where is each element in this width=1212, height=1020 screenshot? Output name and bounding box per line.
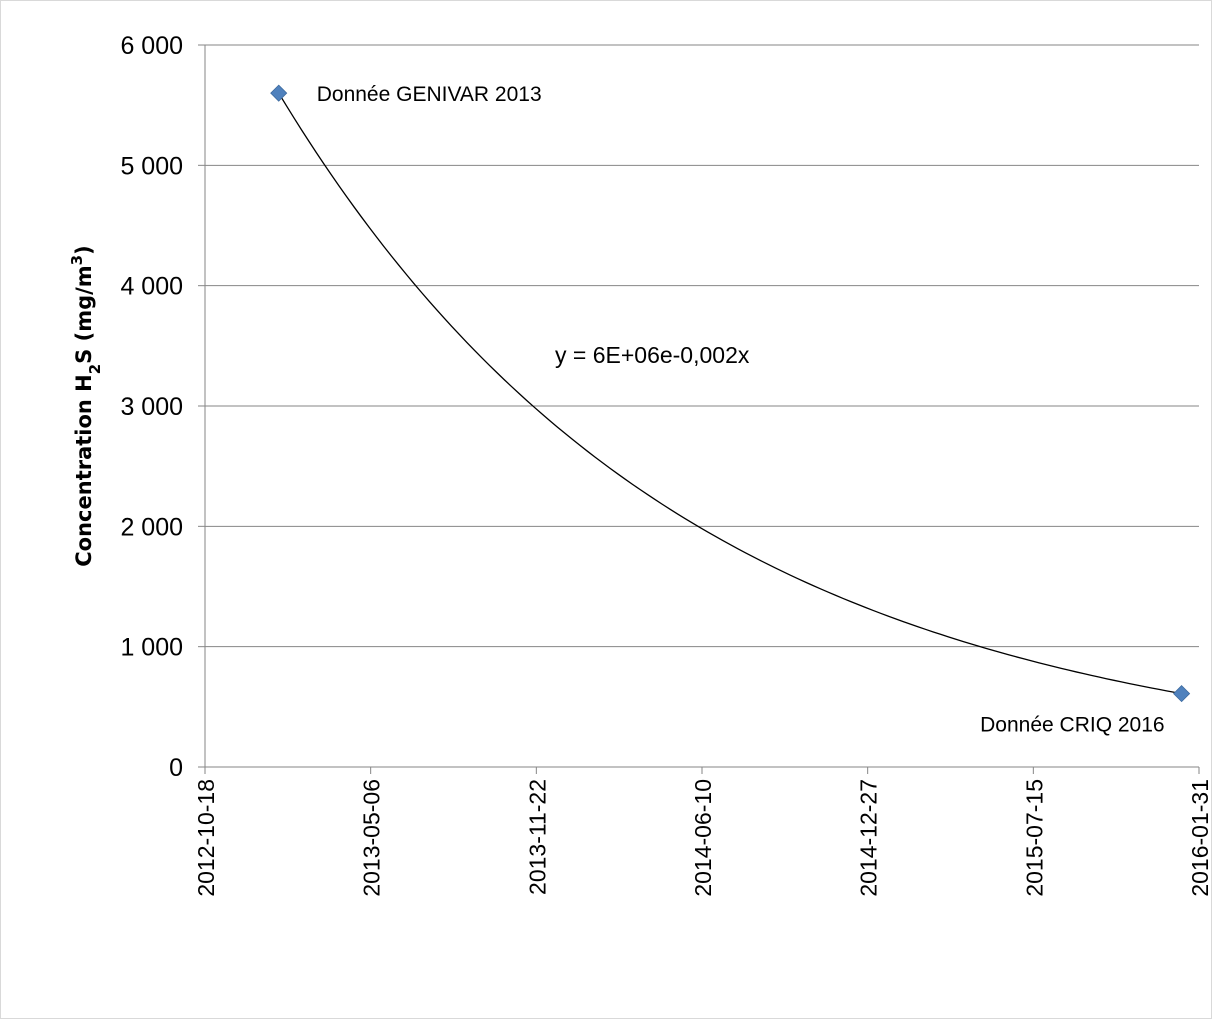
point-annotations: Donnée GENIVAR 2013 Donnée CRIQ 2016 [317,83,1165,736]
y-axis-label: Concentration H2S (mg/m3) [68,245,104,566]
y-axis-label-prefix: Concentration H [72,374,96,567]
x-tick-label: 2016-01-31 [1187,779,1212,897]
data-point-marker [1173,685,1191,703]
gridlines [205,44,1199,648]
x-tick-label: 2013-05-06 [359,779,385,897]
x-tick-label: 2012-10-18 [193,779,219,897]
y-tick-label: 0 [169,754,183,782]
trendline [278,92,1182,695]
x-tick-label: 2014-06-10 [690,779,716,897]
y-tick-label: 2 000 [120,513,183,541]
y-tick-label: 5 000 [120,152,183,180]
axes [198,44,1200,774]
y-axis-label-suffix: ) [72,245,96,255]
trendline-equation: y = 6E+06e-0,002x [555,342,750,368]
annotation-genivar: Donnée GENIVAR 2013 [317,83,542,106]
x-tick-label: 2013-11-22 [524,779,550,895]
y-axis-label-mid: S (mg/m [72,265,96,364]
y-axis-label-superscript: 3 [68,255,86,265]
data-points [270,84,1191,703]
annotation-criq: Donnée CRIQ 2016 [980,714,1164,737]
y-tick-label: 3 000 [120,393,183,421]
y-tick-label: 6 000 [120,32,183,60]
y-tick-labels: 0 1 000 2 000 3 000 4 000 5 000 6 000 [120,32,183,782]
data-point-marker [270,84,288,102]
x-tick-labels: 2012-10-18 2013-05-06 2013-11-22 2014-06-10… [193,779,1212,897]
y-tick-label: 1 000 [120,634,183,662]
x-tick-label: 2014-12-27 [856,779,882,897]
y-axis-label-subscript: 2 [86,364,104,374]
x-tick-label: 2015-07-15 [1021,779,1047,897]
y-tick-label: 4 000 [120,273,183,301]
